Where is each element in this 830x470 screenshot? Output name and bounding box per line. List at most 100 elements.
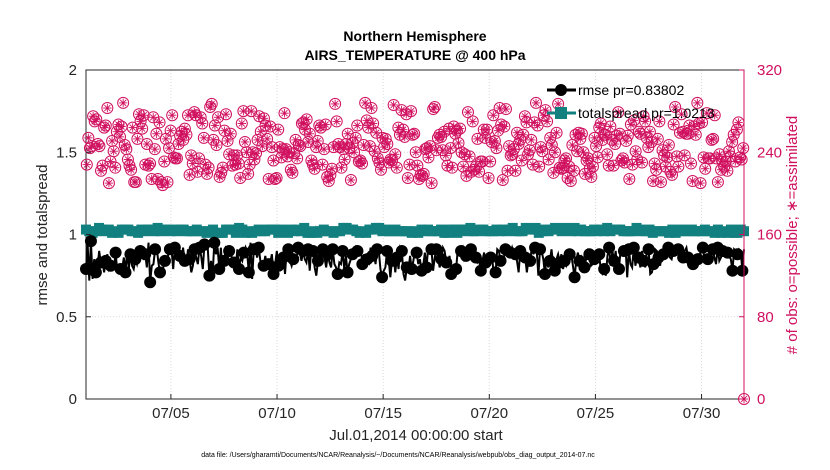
obs-point-82 xyxy=(210,139,223,152)
obs-point-52 xyxy=(163,142,176,155)
rmse-point-0 xyxy=(80,263,92,276)
obs-point-336 xyxy=(612,106,625,119)
x-tick-label-5: 07/30 xyxy=(683,405,721,422)
obs-point-347 xyxy=(629,145,642,158)
rmse-point-390 xyxy=(721,246,734,259)
data-file-footnote: data file: /Users/gharamti/Documents/NCA… xyxy=(201,452,595,459)
obs-point-385 xyxy=(689,128,702,141)
rmse-point-396 xyxy=(731,248,744,261)
obs-point-150 xyxy=(318,143,331,156)
rmse-point-18 xyxy=(109,246,122,259)
obs-point-292 xyxy=(542,153,555,166)
obs-point-276 xyxy=(517,128,530,141)
obs-point-331 xyxy=(604,120,617,133)
rmse-point-276 xyxy=(534,243,547,256)
obs-point-264 xyxy=(498,120,511,133)
obs-point-34 xyxy=(134,115,147,128)
rmse-point-123 xyxy=(282,243,295,256)
y-left-tick-label-2: 1 xyxy=(69,227,77,244)
rmse-point-24 xyxy=(119,266,132,279)
obs-point-218 xyxy=(425,177,438,190)
obs-point-357 xyxy=(645,135,658,148)
rmse-point-84 xyxy=(218,254,231,267)
obs-point-96 xyxy=(232,157,245,170)
obs-point-230 xyxy=(444,142,457,155)
obs-point-371 xyxy=(667,118,680,131)
obs-point-414 xyxy=(735,153,748,166)
rmse-point-3 xyxy=(84,235,97,248)
obs-point-21 xyxy=(114,130,127,143)
obs-point-396 xyxy=(707,132,720,145)
obs-point-146 xyxy=(311,134,324,147)
obs-point-144 xyxy=(308,162,321,175)
rmse-point-156 xyxy=(336,244,349,257)
obs-point-360 xyxy=(650,163,663,176)
obs-point-263 xyxy=(496,174,509,187)
obs-point-133 xyxy=(291,152,304,165)
obs-point-373 xyxy=(670,150,683,163)
y-right-tick-label-1: 80 xyxy=(757,309,774,326)
obs-point-125 xyxy=(278,107,291,120)
rmse-point-201 xyxy=(410,246,423,259)
obs-point-29 xyxy=(126,121,139,134)
rmse-point-93 xyxy=(232,263,245,276)
rmse-point-213 xyxy=(430,243,443,256)
x-tick-label-4: 07/25 xyxy=(577,405,615,422)
obs-point-298 xyxy=(552,97,565,110)
obs-point-35 xyxy=(136,122,149,135)
obs-point-411 xyxy=(730,123,743,136)
obs-point-63 xyxy=(180,128,193,141)
obs-point-391 xyxy=(699,162,712,175)
obs-point-98 xyxy=(235,117,248,130)
obs-point-372 xyxy=(669,101,682,114)
rmse-point-219 xyxy=(440,256,453,269)
obs-point-151 xyxy=(319,118,332,131)
rmse-point-63 xyxy=(183,253,196,266)
obs-point-190 xyxy=(381,138,394,151)
obs-point-22 xyxy=(115,120,128,133)
obs-point-323 xyxy=(591,151,604,164)
obs-point-135 xyxy=(294,140,307,153)
rmse-point-111 xyxy=(262,258,275,271)
obs-point-121 xyxy=(272,123,285,136)
rmse-point-399 xyxy=(736,264,749,277)
rmse-point-96 xyxy=(237,246,250,259)
obs-point-139 xyxy=(300,113,313,126)
obs-point-231 xyxy=(446,161,459,174)
rmse-point-177 xyxy=(371,243,384,256)
obs-point-180 xyxy=(365,102,378,115)
obs-point-112 xyxy=(257,112,270,125)
obs-point-70 xyxy=(191,165,204,178)
obs-point-196 xyxy=(390,161,403,174)
obs-point-353 xyxy=(639,115,652,128)
x-tick-label-1: 07/10 xyxy=(258,405,296,422)
obs-point-43 xyxy=(148,143,161,156)
rmse-point-87 xyxy=(223,244,236,257)
legend-rmse-label: rmse pr=0.83802 xyxy=(578,82,684,98)
obs-point-12 xyxy=(99,119,112,132)
chart-title-line2: AIRS_TEMPERATURE @ 400 hPa xyxy=(304,47,525,63)
obs-point-275 xyxy=(515,154,528,167)
obs-point-130 xyxy=(286,166,299,179)
obs-point-46 xyxy=(153,116,166,129)
obs-point-51 xyxy=(161,176,174,189)
obs-point-291 xyxy=(541,115,554,128)
obs-point-257 xyxy=(487,109,500,122)
obs-point-368 xyxy=(662,139,675,152)
obs-point-281 xyxy=(525,133,538,146)
rmse-point-6 xyxy=(89,266,102,279)
obs-point-174 xyxy=(356,157,369,170)
y-right-tick-label-3: 240 xyxy=(757,144,782,161)
obs-point-361 xyxy=(651,132,664,145)
obs-point-6 xyxy=(90,113,103,126)
obs-point-383 xyxy=(686,175,699,188)
obs-point-240 xyxy=(460,169,473,182)
obs-point-380 xyxy=(681,127,694,140)
obs-point-216 xyxy=(422,151,435,164)
obs-point-167 xyxy=(344,174,357,187)
obs-point-241 xyxy=(461,106,474,119)
x-tick-label-3: 07/20 xyxy=(471,405,509,422)
y-axis-left-ticks: 0 0.5 1 1.5 2 xyxy=(56,62,91,408)
legend-rmse-marker xyxy=(555,84,567,96)
obs-point-195 xyxy=(389,148,402,161)
